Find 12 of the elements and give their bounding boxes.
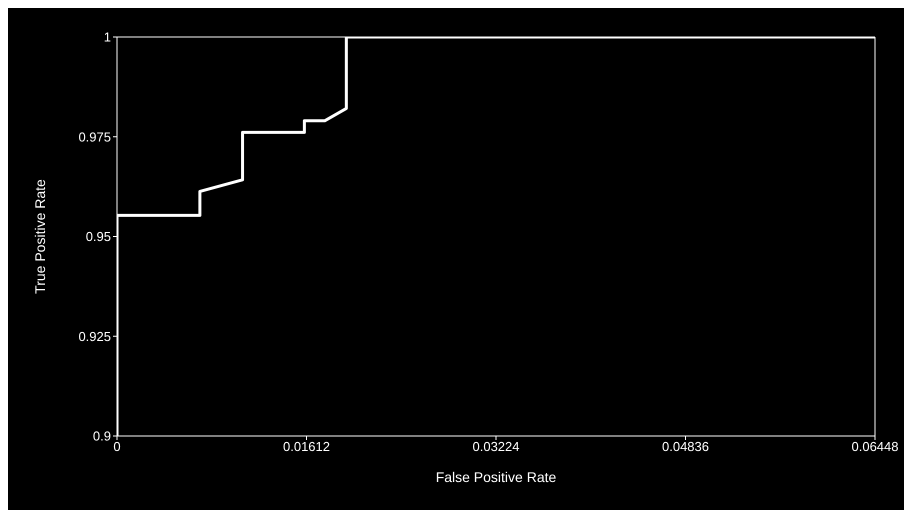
x-tick-label: 0: [113, 439, 121, 454]
y-tick-label: 0.975: [78, 129, 111, 144]
y-tick-label: 0.925: [78, 328, 111, 344]
x-tick-label: 0.03224: [472, 439, 520, 454]
y-tick-label: 0.9: [92, 428, 111, 444]
x-tick-label: 0.04836: [662, 439, 709, 454]
x-tick-label: 0.01612: [283, 439, 330, 454]
y-tick-label: 0.95: [86, 229, 111, 244]
y-axis-title: True Positive Rate: [32, 178, 48, 294]
y-tick-label: 1: [104, 30, 111, 45]
x-axis-title: False Positive Rate: [436, 469, 557, 485]
x-tick-label: 0.06448: [852, 439, 898, 454]
